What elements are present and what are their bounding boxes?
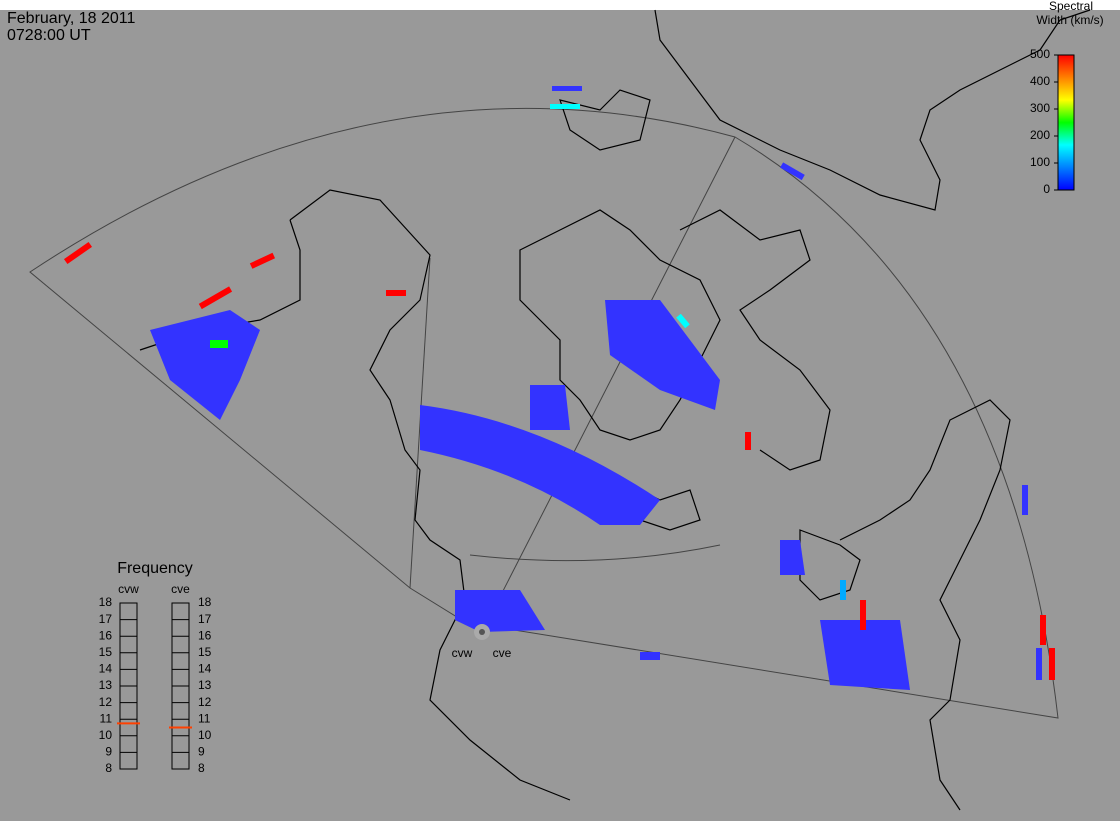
colorbar-tick-label: 0 [1043, 182, 1050, 196]
frequency-tick-label: 13 [99, 678, 113, 692]
frequency-title: Frequency [117, 560, 193, 577]
frequency-tick-label: 8 [198, 761, 205, 775]
frequency-tick-label: 17 [198, 612, 212, 626]
frequency-tick-label: 13 [198, 678, 212, 692]
frequency-tick-label: 16 [198, 628, 212, 642]
field-of-view [29, 107, 1059, 719]
frequency-tick-label: 18 [99, 595, 113, 609]
colorbar-tick-label: 400 [1030, 74, 1050, 88]
frequency-tick-label: 12 [99, 695, 113, 709]
frequency-tick-label: 9 [105, 745, 112, 759]
colorbar-tick-label: 300 [1030, 101, 1050, 115]
colorbar-title: Width (km/s) [1036, 13, 1103, 27]
frequency-tick-label: 14 [99, 662, 113, 676]
colorbar [1057, 54, 1075, 191]
frequency-tick-label: 14 [198, 662, 212, 676]
frequency-tick-label: 8 [105, 761, 112, 775]
colorbar-tick-label: 200 [1030, 128, 1050, 142]
frequency-tick-label: 18 [198, 595, 212, 609]
radar-echoes [63, 86, 1055, 690]
top-strip [0, 0, 1120, 10]
colorbar-title: Spectral [1049, 0, 1093, 13]
frequency-tick-label: 17 [99, 612, 113, 626]
radar-site [474, 624, 490, 640]
frequency-tick-label: 12 [198, 695, 212, 709]
coastlines [139, 9, 1091, 811]
radar-name: cvw [118, 582, 139, 596]
date: February, 18 2011 [7, 10, 135, 27]
frequency-tick-label: 10 [198, 728, 212, 742]
frequency-tick-label: 15 [99, 645, 113, 659]
frequency-tick-label: 10 [99, 728, 113, 742]
station-label: cve [493, 646, 512, 660]
frequency-tick-label: 15 [198, 645, 212, 659]
frequency-tick-label: 11 [100, 711, 113, 725]
frequency-tick-label: 9 [198, 745, 205, 759]
colorbar-tick-label: 500 [1030, 47, 1050, 61]
time: 0728:00 UT [7, 27, 91, 44]
frequency-tick-label: 16 [99, 628, 113, 642]
station-label: cvw [452, 646, 473, 660]
colorbar-tick-label: 100 [1030, 155, 1050, 169]
radar-name: cve [171, 582, 190, 596]
frequency-tick-label: 11 [198, 711, 211, 725]
